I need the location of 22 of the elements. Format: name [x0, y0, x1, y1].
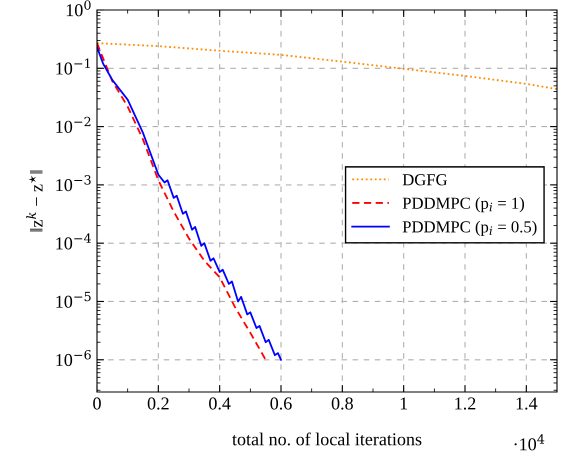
x-tick-label: 0.8	[332, 397, 353, 410]
legend-label: PDDMPC (p$_{i}$ = 0.5)	[402, 220, 537, 236]
x-axis-title: total no. of local iterations	[232, 432, 422, 446]
x-tick-label: 1.2	[455, 397, 476, 410]
y-tick-label: 10$^{−1}$	[56, 58, 90, 75]
line-series	[97, 42, 557, 90]
y-tick-label: 10$^{−4}$	[56, 233, 91, 250]
x-tick-label: 0.4	[209, 397, 231, 410]
text: ·10$^{4}$	[514, 434, 544, 450]
y-tick-label: 10$^{−2}$	[56, 116, 90, 133]
legend-label: DGFG	[402, 174, 448, 186]
x-tick-label: 1	[400, 397, 408, 410]
legend-label: PDDMPC (p$_{i}$ = 1)	[402, 197, 524, 212]
x-tick-label: 0.6	[270, 397, 292, 410]
y-tick-label: 10$^{−6}$	[56, 350, 91, 366]
y-tick-label: 10$^{−5}$	[56, 292, 91, 308]
x-tick-label: 1.4	[516, 397, 538, 410]
x-tick-label: 0	[93, 397, 101, 410]
y-tick-label: 10$^{0}$	[66, 0, 91, 16]
y-axis-title: ‖z$^{k}$ − z$^{⋆}$‖	[26, 170, 42, 232]
x-tick-label: 0.2	[148, 397, 169, 410]
y-tick-label: 10$^{−3}$	[56, 175, 91, 192]
